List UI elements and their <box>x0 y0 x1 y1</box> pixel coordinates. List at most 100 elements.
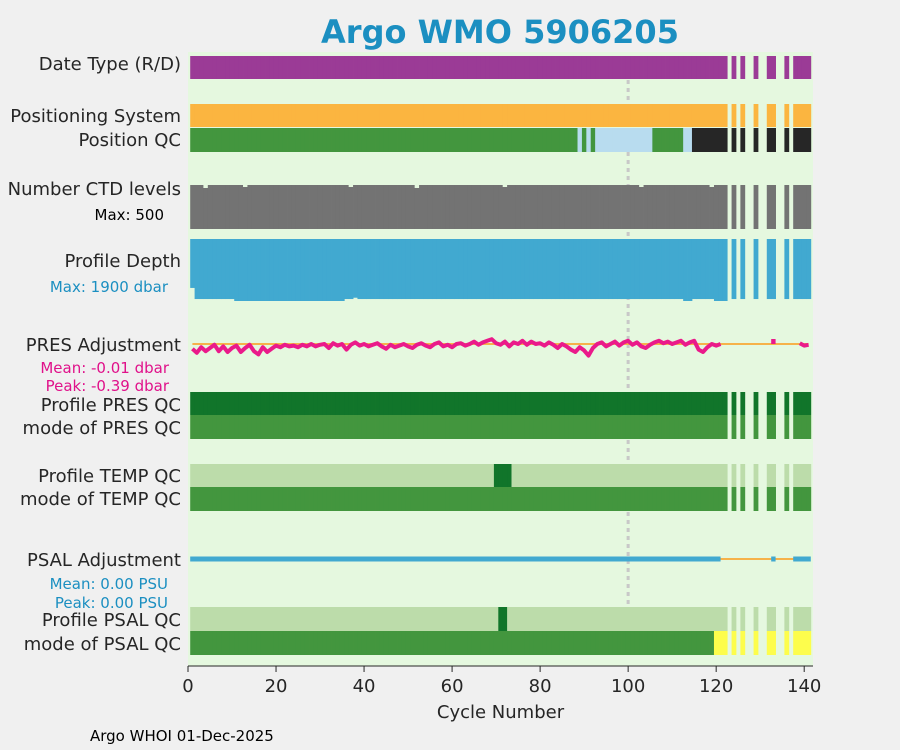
positioning-system-bar-segment <box>498 104 504 127</box>
profile-psal-qc-bar-segment <box>401 607 407 631</box>
profile-temp-qc-bar-segment <box>458 464 464 487</box>
mode-pres-qc-bar-segment <box>194 415 200 439</box>
ctd-levels-bar-segment <box>625 185 631 229</box>
profile-pres-qc-bar-segment <box>586 392 592 415</box>
mode-psal-qc-bar-segment <box>564 631 570 655</box>
mode-pres-qc-bar-segment <box>577 415 583 439</box>
ctd-levels-bar-segment <box>784 185 790 229</box>
profile-psal-qc-bar-segment <box>463 607 468 631</box>
positioning-system-bar-segment <box>247 104 253 127</box>
profile-psal-qc-bar-segment <box>278 607 284 631</box>
positioning-system-bar-segment <box>313 104 319 127</box>
mode-psal-qc-bar-segment <box>304 631 310 655</box>
profile-depth-segment <box>797 239 803 300</box>
profile-depth-segment <box>353 239 358 298</box>
profile-temp-qc-bar-segment <box>797 464 803 487</box>
positioning-system-bar-segment <box>423 104 429 127</box>
profile-psal-qc-bar-segment <box>630 607 636 631</box>
positioning-system-bar-segment <box>212 104 218 127</box>
profile-depth-segment <box>551 239 556 300</box>
mode-psal-qc-bar-segment <box>401 631 407 655</box>
profile-pres-qc-bar-segment <box>625 392 631 415</box>
mode-pres-qc-bar-segment <box>713 415 719 439</box>
date-type-bar-segment <box>335 56 341 79</box>
profile-temp-qc-bar-segment <box>511 464 517 487</box>
profile-pres-qc-bar-segment <box>603 392 609 415</box>
position-qc-bar-segment <box>529 128 534 152</box>
profile-depth-segment <box>467 239 473 300</box>
mode-psal-qc-bar-segment <box>379 631 385 655</box>
profile-pres-qc-bar-segment <box>203 392 209 415</box>
profile-depth-segment <box>793 239 798 300</box>
positioning-system-bar <box>190 104 812 127</box>
date-type-bar-segment <box>634 56 640 79</box>
ctd-levels-bar-segment <box>243 185 248 229</box>
position-qc-bar-segment <box>652 128 658 152</box>
profile-temp-qc-bar-segment <box>524 464 530 487</box>
profile-depth-segment <box>265 239 270 301</box>
positioning-system-bar-segment <box>713 104 719 127</box>
mode-temp-qc-bar-segment <box>225 487 231 511</box>
mode-pres-qc-bar-segment <box>683 415 688 439</box>
mode-temp-qc-bar-segment <box>573 487 578 511</box>
positioning-system-bar-segment <box>348 104 354 127</box>
position-qc-bar-segment <box>573 128 578 152</box>
ctd-levels-bar-segment <box>265 185 270 229</box>
mode-pres-qc-bar-segment <box>278 415 284 439</box>
profile-psal-qc-bar-segment <box>238 607 244 631</box>
profile-depth-segment <box>256 239 262 301</box>
profile-temp-qc-bar-segment <box>467 464 473 487</box>
profile-psal-qc-bar-segment <box>458 607 464 631</box>
profile-pres-qc-bar-segment <box>388 392 394 415</box>
label-profile-temp-qc: Profile TEMP QC <box>38 466 181 487</box>
positioning-system-bar-segment <box>564 104 570 127</box>
mode-psal-qc-bar-segment <box>643 631 649 655</box>
mode-temp-qc-bar-segment <box>515 487 521 511</box>
profile-depth-segment <box>485 239 490 300</box>
ctd-levels-bar-segment <box>537 185 543 229</box>
ctd-levels-bar-segment <box>207 185 213 229</box>
profile-depth-segment <box>370 239 376 300</box>
mode-psal-qc-bar-segment <box>709 631 715 655</box>
ctd-levels-bar-segment <box>427 185 433 229</box>
position-qc-bar-segment <box>375 128 380 152</box>
profile-pres-qc-bar-segment <box>212 392 218 415</box>
mode-pres-qc-bar-segment <box>687 415 693 439</box>
ctd-levels-bar-segment <box>678 185 684 229</box>
mode-psal-qc-bar-segment <box>203 631 209 655</box>
date-type-bar-segment <box>392 56 398 79</box>
positioning-system-bar-segment <box>335 104 341 127</box>
mode-pres-qc-bar-segment <box>652 415 658 439</box>
profile-psal-qc-bar-segment <box>709 607 715 631</box>
mode-psal-qc-bar-segment <box>551 631 556 655</box>
positioning-system-bar-segment <box>454 104 460 127</box>
position-qc-bar-segment <box>414 128 420 152</box>
position-qc-bar-segment <box>247 128 253 152</box>
profile-depth-segment <box>331 239 336 301</box>
profile-psal-qc-bar-segment <box>353 607 358 631</box>
ctd-levels-bar-segment <box>643 185 649 229</box>
mode-pres-qc-bar-segment <box>419 415 424 439</box>
ctd-levels-bar-segment <box>599 185 605 229</box>
ctd-levels-bar-segment <box>414 185 420 229</box>
position-qc-bar-segment <box>634 128 640 152</box>
mode-temp-qc-bar-segment <box>260 487 266 511</box>
date-type-bar-segment <box>287 56 292 79</box>
positioning-system-bar-segment <box>295 104 301 127</box>
date-type-bar-segment <box>691 56 697 79</box>
mode-temp-qc-bar-segment <box>731 487 737 511</box>
mode-temp-qc-bar-segment <box>339 487 345 511</box>
positioning-system-bar-segment <box>225 104 231 127</box>
profile-temp-qc-bar-segment <box>621 464 627 487</box>
profile-depth-segment <box>449 239 455 300</box>
profile-temp-qc-bar-segment <box>463 464 468 487</box>
mode-psal-qc-bar-segment <box>625 631 631 655</box>
mode-psal-qc-bar-segment <box>480 631 486 655</box>
ctd-levels-bar-segment <box>476 185 482 229</box>
profile-psal-qc-bar-segment <box>586 607 592 631</box>
date-type-bar-segment <box>357 56 363 79</box>
profile-psal-qc-bar-segment <box>696 607 702 631</box>
profile-psal-qc-bar-segment <box>419 607 424 631</box>
mode-psal-qc-bar-segment <box>414 631 420 655</box>
ctd-levels-bar-segment <box>375 185 380 229</box>
